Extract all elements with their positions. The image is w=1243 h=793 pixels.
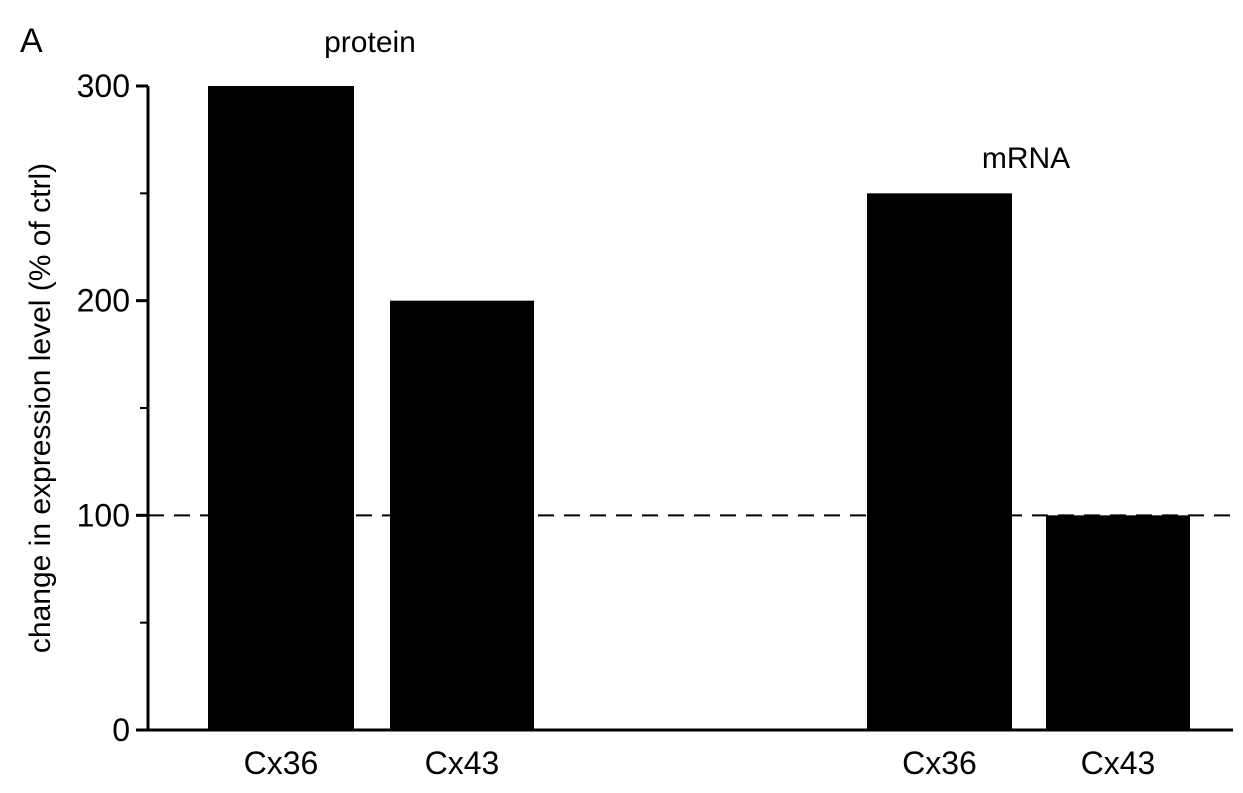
x-category-label: Cx36 <box>902 745 977 781</box>
panel-label: A <box>20 22 43 60</box>
y-tick-label: 100 <box>77 497 130 533</box>
y-ticks: 0 100 200 300 <box>77 68 148 748</box>
y-axis-label: change in expression level (% of ctrl) <box>24 163 57 653</box>
bar-mRNA-Cx36 <box>867 193 1012 731</box>
y-tick-label: 300 <box>77 68 130 104</box>
x-category-label: Cx43 <box>1081 745 1156 781</box>
x-category-label: Cx36 <box>244 745 319 781</box>
y-tick-label: 200 <box>77 283 130 319</box>
y-tick-label: 0 <box>112 712 130 748</box>
x-category-label: Cx43 <box>425 745 500 781</box>
bar-mRNA-Cx43 <box>1046 515 1190 730</box>
bars <box>208 86 1190 731</box>
category-labels: Cx36 Cx43 protein Cx36 Cx43 mRNA <box>244 26 1156 781</box>
group-label-mRNA: mRNA <box>982 142 1070 175</box>
group-label-protein: protein <box>324 26 416 59</box>
bar-protein-Cx36 <box>208 86 354 730</box>
